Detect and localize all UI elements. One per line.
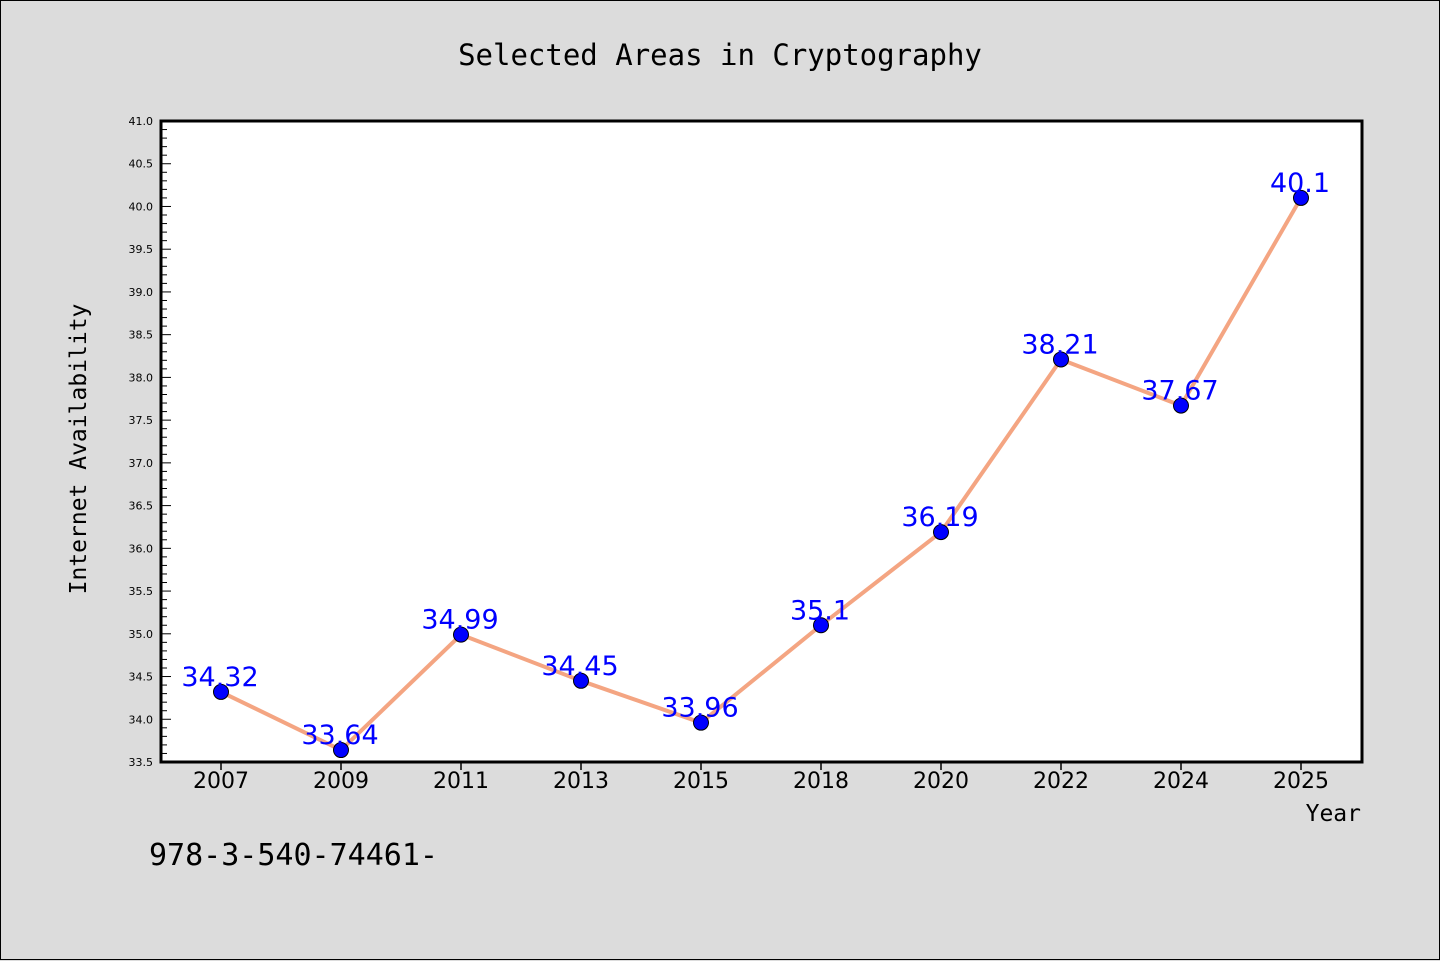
chart-title: Selected Areas in Cryptography xyxy=(458,38,982,72)
data-label: 37.67 xyxy=(1141,376,1218,407)
data-point xyxy=(213,683,229,700)
x-axis-label: Year xyxy=(1306,801,1361,827)
data-label: 34.45 xyxy=(541,651,618,682)
data-point xyxy=(693,714,709,731)
data-label: 36.19 xyxy=(901,502,978,533)
data-point xyxy=(1053,351,1069,368)
data-label: 40.1 xyxy=(1270,168,1330,199)
y-tick-label: 38.5 xyxy=(129,329,154,342)
y-axis: 33.5 34.0 34.5 35.0 35.5 36.0 36.5 37.0 37.5 38.0… xyxy=(129,115,171,769)
y-tick-label: 35.5 xyxy=(129,585,154,598)
y-tick-label: 40.5 xyxy=(129,158,154,171)
y-tick-label: 38.0 xyxy=(129,371,154,384)
y-tick-label: 33.5 xyxy=(129,756,154,769)
y-tick-label: 34.5 xyxy=(129,671,154,684)
y-tick-label: 35.0 xyxy=(129,628,154,641)
x-tick-label: 2020 xyxy=(913,769,969,794)
data-label: 33.96 xyxy=(661,693,738,724)
data-label: 35.1 xyxy=(790,595,850,626)
data-point xyxy=(813,617,829,634)
y-tick-label: 39.5 xyxy=(129,243,154,256)
series-group: 34.32 33.64 34.99 34.45 33.96 35.1 36.19 38.21 3… xyxy=(181,168,1330,759)
y-tick-label: 36.5 xyxy=(129,500,154,513)
data-label: 33.64 xyxy=(301,720,378,751)
data-point xyxy=(1293,189,1309,206)
x-tick-label: 2011 xyxy=(433,769,489,794)
plot-area xyxy=(159,119,1364,764)
data-point xyxy=(333,742,349,759)
x-axis: 2007 2009 2011 2013 2015 2018 2020 2022 2024 2025 xyxy=(193,762,1329,794)
x-tick-label: 2007 xyxy=(193,769,249,794)
y-tick-label: 39.0 xyxy=(129,286,154,299)
y-tick-label: 40.0 xyxy=(129,200,154,213)
x-tick-label: 2013 xyxy=(553,769,609,794)
y-tick-label: 41.0 xyxy=(129,115,154,128)
annotation-text: 978-3-540-74461- xyxy=(149,838,438,873)
data-point xyxy=(1173,397,1189,414)
series-line xyxy=(219,195,1303,753)
y-tick-label: 37.0 xyxy=(129,457,154,470)
y-tick-label: 34.0 xyxy=(129,713,154,726)
data-point xyxy=(573,672,589,689)
x-tick-label: 2018 xyxy=(793,769,849,794)
y-axis-label: Internet Availability xyxy=(66,304,92,595)
data-point xyxy=(453,626,469,643)
data-label: 34.32 xyxy=(181,662,258,693)
y-tick-label: 37.5 xyxy=(129,414,154,427)
x-tick-label: 2025 xyxy=(1273,769,1329,794)
data-label: 38.21 xyxy=(1021,329,1098,360)
x-tick-label: 2015 xyxy=(673,769,729,794)
x-tick-label: 2022 xyxy=(1033,769,1089,794)
y-tick-label: 36.0 xyxy=(129,542,154,555)
x-tick-label: 2009 xyxy=(313,769,369,794)
data-label: 34.99 xyxy=(421,605,498,636)
data-point xyxy=(933,524,949,541)
x-tick-label: 2024 xyxy=(1153,769,1209,794)
